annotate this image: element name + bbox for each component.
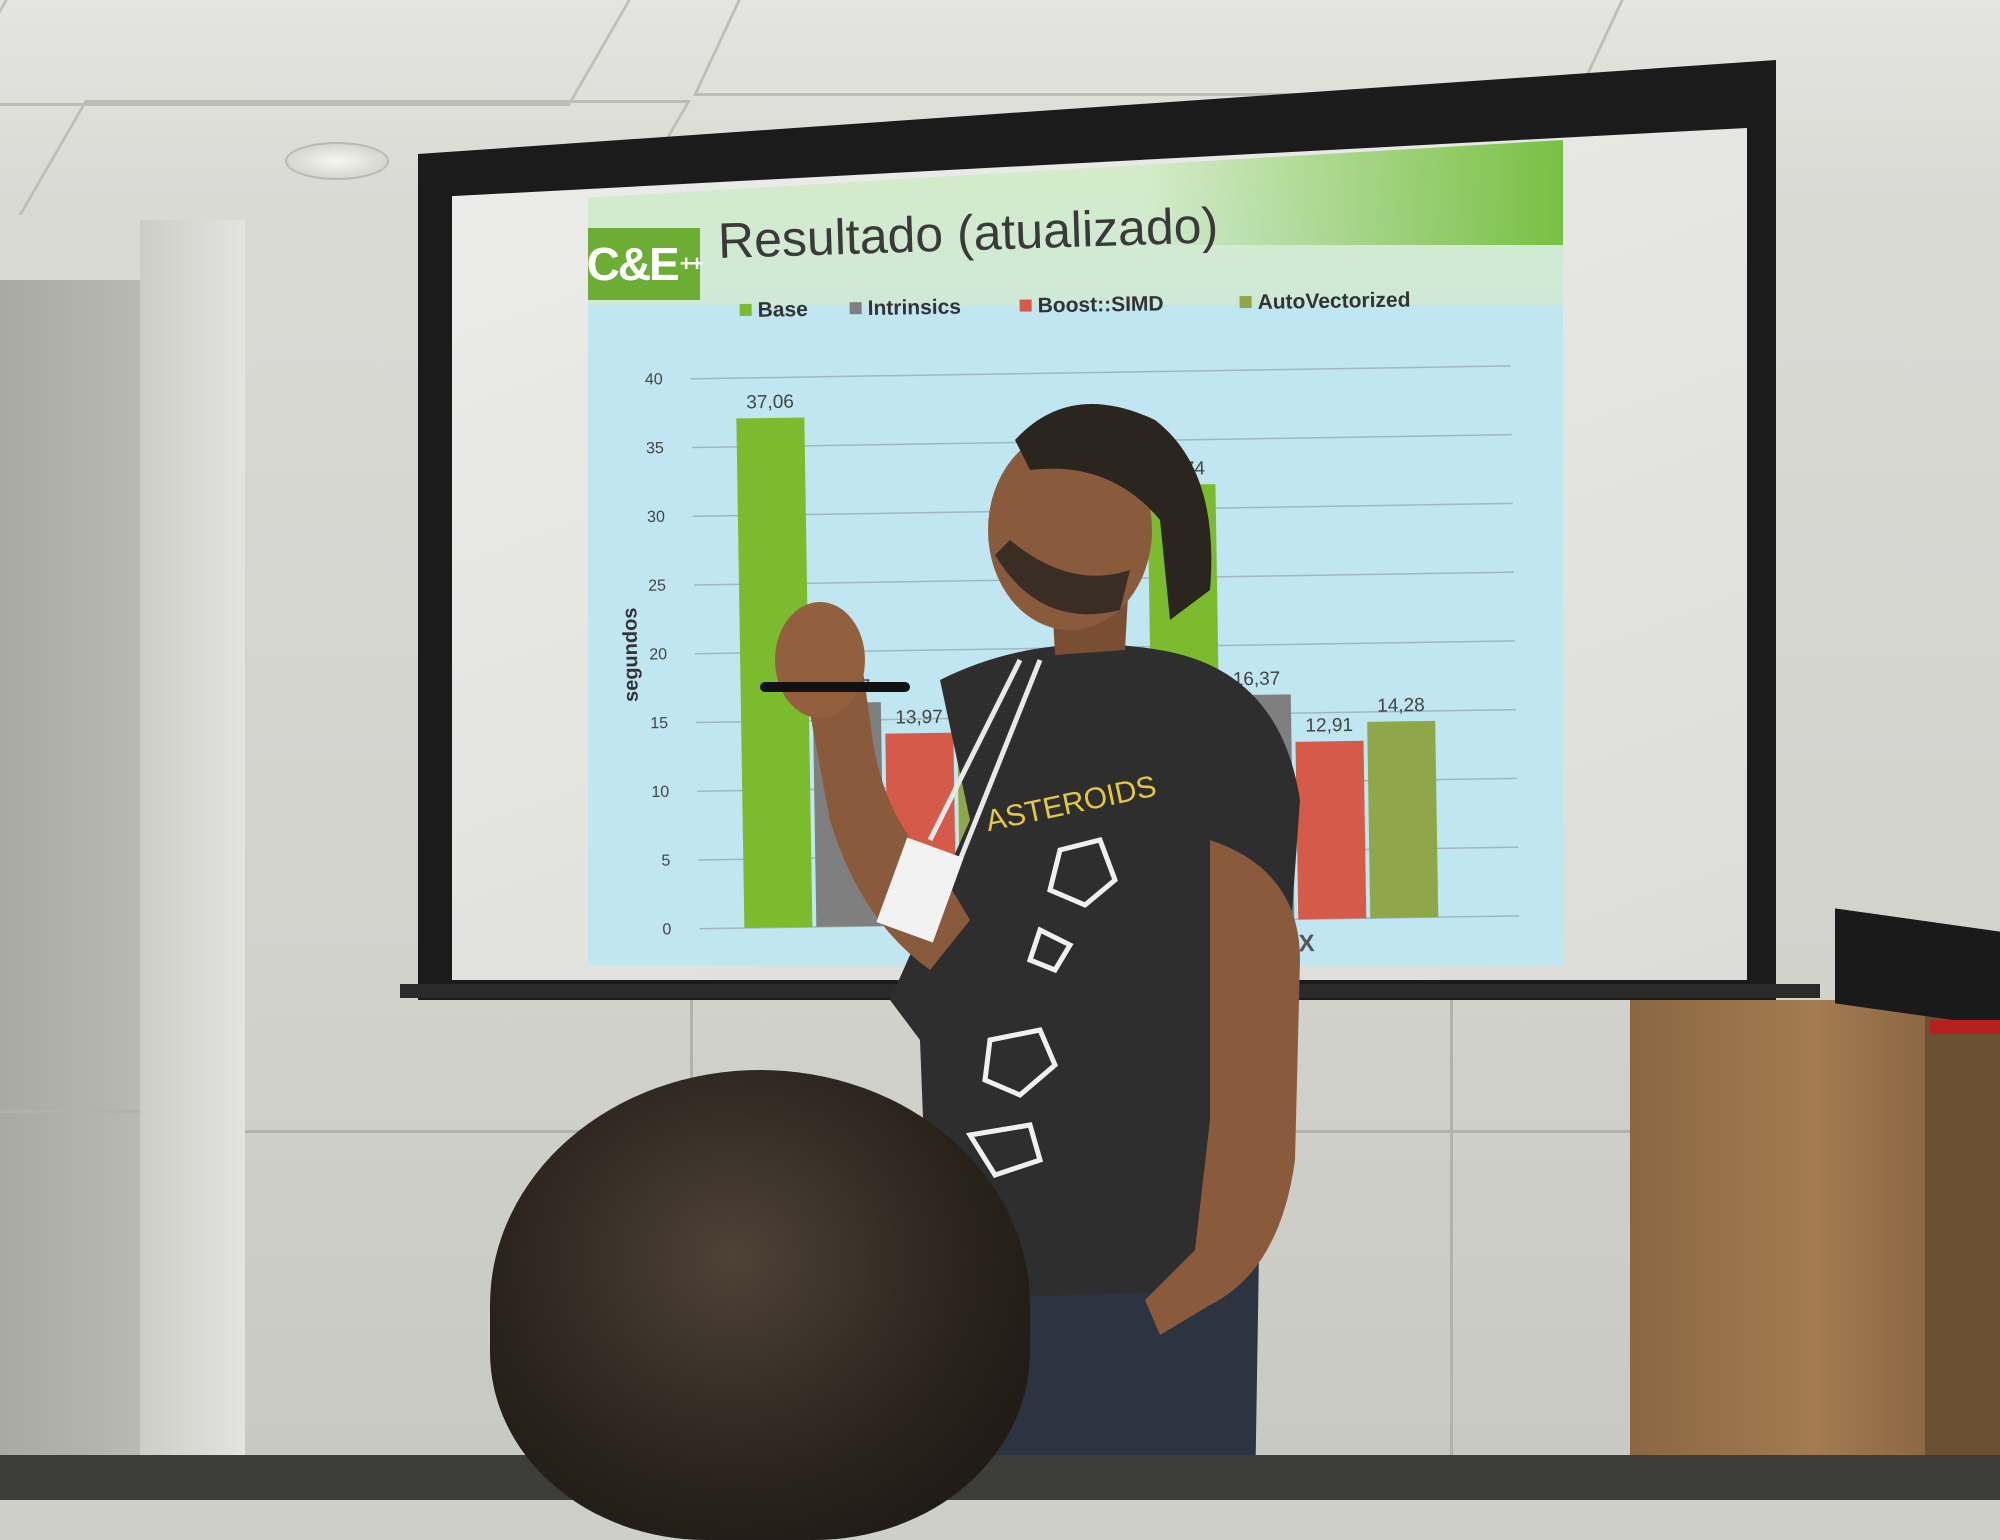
legend-entry: Boost::SIMD: [1037, 292, 1163, 317]
y-tick-label: 35: [646, 440, 664, 457]
y-tick-label: 15: [650, 715, 668, 732]
wall-panel-seam: [1450, 1000, 1453, 1500]
bar: [1367, 720, 1439, 919]
bar-data-label: 13,97: [895, 707, 943, 729]
y-tick-label: 20: [649, 646, 667, 663]
bar-data-label: 12,91: [1305, 715, 1353, 737]
speaker: ASTEROIDS: [760, 404, 1300, 1500]
speaker-shirt: [890, 644, 1300, 1300]
chart-legend: Base Intrinsics Boost::SIMD AutoVectorized: [739, 289, 1411, 322]
wall-column: [140, 220, 245, 1500]
laser-pointer: [760, 682, 910, 692]
bar-data-label: 14,28: [1377, 695, 1425, 717]
chart-y-axis-label: segundos: [619, 607, 642, 702]
bar: [1295, 740, 1367, 920]
left-wall: [0, 280, 140, 1500]
bar-data-label: 16,37: [1233, 669, 1281, 691]
ceiling-tile: [0, 0, 643, 106]
laptop-accessory: [1930, 1020, 2000, 1034]
speaker-hair: [1015, 404, 1212, 620]
legend-swatch: [739, 303, 752, 317]
podium-side: [1925, 1010, 2000, 1500]
legend-swatch: [1239, 295, 1252, 309]
audience-member-head: [490, 1070, 1030, 1540]
y-tick-label: 30: [647, 509, 665, 526]
speaker-right-arm: [1145, 840, 1300, 1335]
bar: [736, 417, 813, 929]
legend-entry: AutoVectorized: [1257, 289, 1410, 314]
y-tick-label: 0: [662, 921, 671, 938]
logo-text: C&E: [586, 238, 680, 290]
y-tick-label: 5: [661, 852, 670, 869]
ceiling-smoke-detector: [285, 142, 389, 180]
floor-baseboard: [0, 1455, 2000, 1500]
y-tick-label: 25: [648, 577, 666, 594]
speaker-hand: [775, 602, 865, 718]
logo-sup: ++: [679, 251, 704, 276]
y-tick-label: 40: [645, 371, 663, 388]
cpp-logo-icon: C&E ++: [586, 228, 704, 300]
lanyard: [927, 658, 1043, 861]
y-tick-label: 10: [651, 784, 669, 801]
grid-line: [690, 365, 1511, 380]
chart-y-ticks: 0 5 10 15 20 25 30 35 40: [645, 371, 672, 938]
legend-entry: Intrinsics: [867, 296, 961, 320]
bar-data-label: 37,06: [746, 392, 794, 414]
speaker-beard: [995, 540, 1130, 615]
legend-swatch: [849, 302, 862, 315]
asteroids-print-icon: [965, 837, 1118, 1178]
legend-swatch: [1019, 299, 1032, 312]
name-badge: [876, 837, 964, 943]
legend-entry: Base: [757, 298, 808, 322]
wall-panel-seam: [0, 1110, 140, 1113]
